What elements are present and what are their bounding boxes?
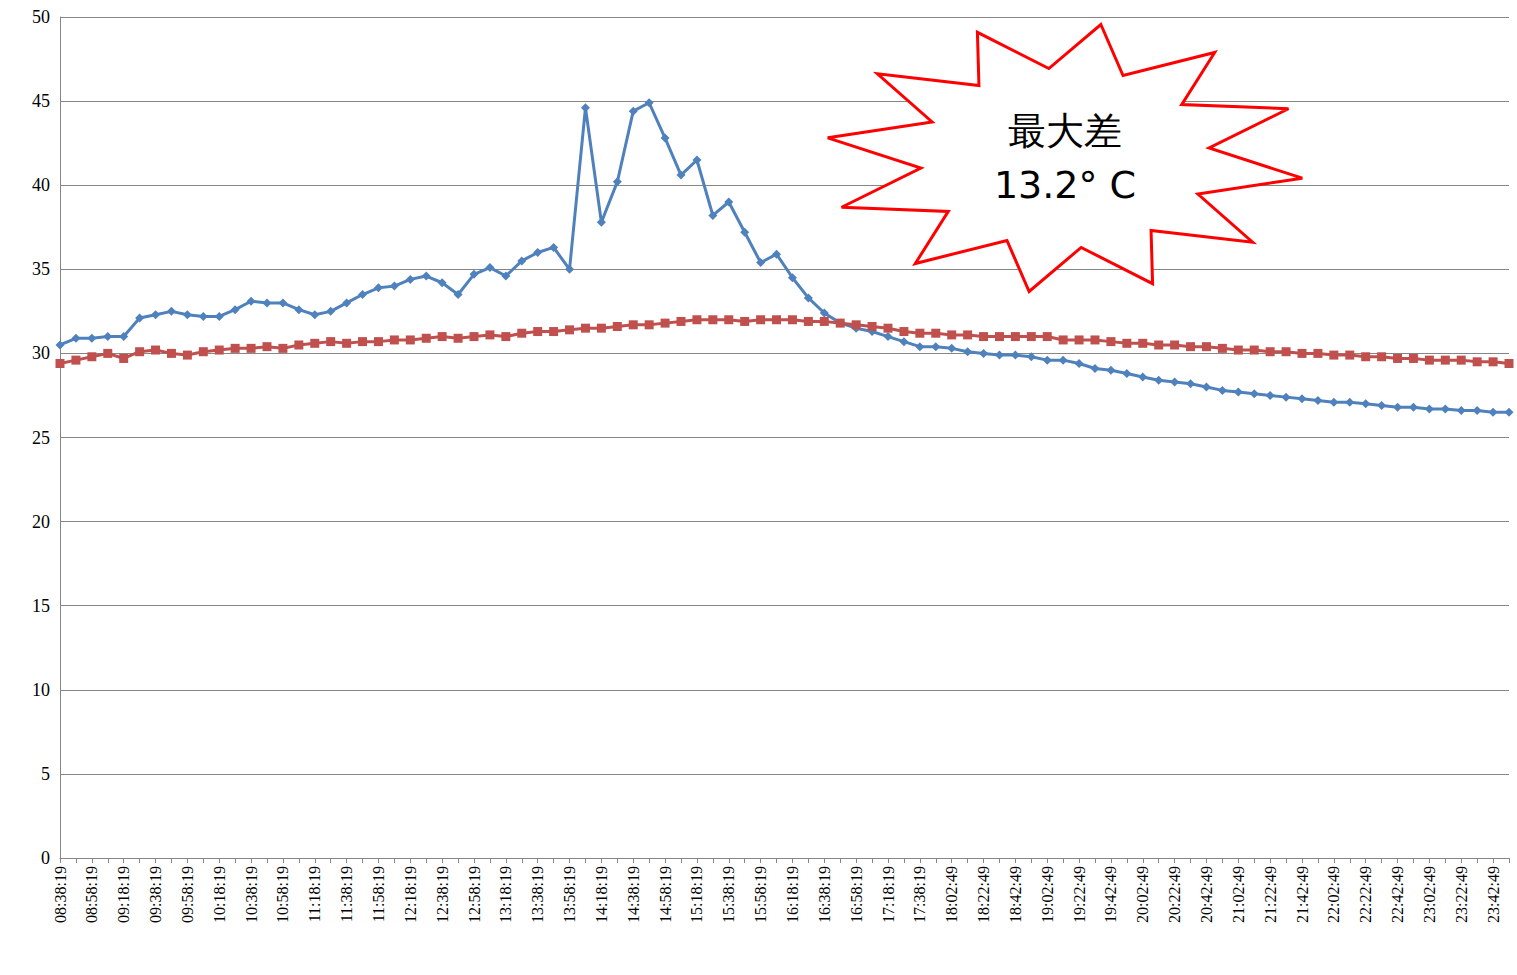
svg-text:23:02:49: 23:02:49 bbox=[1421, 866, 1438, 923]
svg-text:15:38:19: 15:38:19 bbox=[720, 866, 737, 923]
svg-text:5: 5 bbox=[41, 764, 50, 784]
svg-text:16:18:19: 16:18:19 bbox=[784, 866, 801, 923]
svg-text:13:58:19: 13:58:19 bbox=[561, 866, 578, 923]
svg-text:13.2° C: 13.2° C bbox=[994, 163, 1136, 207]
svg-text:23:42:49: 23:42:49 bbox=[1485, 866, 1502, 923]
svg-text:45: 45 bbox=[32, 91, 50, 111]
svg-text:14:58:19: 14:58:19 bbox=[657, 866, 674, 923]
svg-text:20:22:49: 20:22:49 bbox=[1166, 866, 1183, 923]
svg-text:10:58:19: 10:58:19 bbox=[274, 866, 291, 923]
svg-text:0: 0 bbox=[41, 848, 50, 868]
svg-text:10: 10 bbox=[32, 680, 50, 700]
svg-text:08:58:19: 08:58:19 bbox=[83, 866, 100, 923]
svg-text:16:58:19: 16:58:19 bbox=[848, 866, 865, 923]
svg-text:11:38:19: 11:38:19 bbox=[338, 866, 355, 922]
svg-text:22:02:49: 22:02:49 bbox=[1325, 866, 1342, 923]
svg-text:16:38:19: 16:38:19 bbox=[816, 866, 833, 923]
svg-text:20:02:49: 20:02:49 bbox=[1134, 866, 1151, 923]
svg-text:15:58:19: 15:58:19 bbox=[752, 866, 769, 923]
svg-text:35: 35 bbox=[32, 259, 50, 279]
svg-text:12:58:19: 12:58:19 bbox=[466, 866, 483, 923]
svg-text:23:22:49: 23:22:49 bbox=[1453, 866, 1470, 923]
svg-text:22:42:49: 22:42:49 bbox=[1389, 866, 1406, 923]
svg-text:最大差: 最大差 bbox=[1008, 109, 1122, 153]
svg-text:13:38:19: 13:38:19 bbox=[529, 866, 546, 923]
svg-text:18:42:49: 18:42:49 bbox=[1007, 866, 1024, 923]
svg-text:18:02:49: 18:02:49 bbox=[943, 866, 960, 923]
svg-text:11:18:19: 11:18:19 bbox=[306, 866, 323, 922]
svg-text:30: 30 bbox=[32, 343, 50, 363]
svg-text:08:38:19: 08:38:19 bbox=[52, 866, 69, 923]
svg-text:10:18:19: 10:18:19 bbox=[211, 866, 228, 923]
svg-text:40: 40 bbox=[32, 175, 50, 195]
svg-text:17:18:19: 17:18:19 bbox=[880, 866, 897, 923]
svg-text:11:58:19: 11:58:19 bbox=[370, 866, 387, 922]
svg-text:10:38:19: 10:38:19 bbox=[243, 866, 260, 923]
svg-text:17:38:19: 17:38:19 bbox=[911, 866, 928, 923]
svg-text:19:02:49: 19:02:49 bbox=[1039, 866, 1056, 923]
svg-text:19:22:49: 19:22:49 bbox=[1071, 866, 1088, 923]
svg-text:09:18:19: 09:18:19 bbox=[115, 866, 132, 923]
svg-text:12:18:19: 12:18:19 bbox=[402, 866, 419, 923]
svg-text:20:42:49: 20:42:49 bbox=[1198, 866, 1215, 923]
svg-text:21:02:49: 21:02:49 bbox=[1230, 866, 1247, 923]
svg-text:19:42:49: 19:42:49 bbox=[1102, 866, 1119, 923]
svg-text:50: 50 bbox=[32, 7, 50, 27]
svg-text:15:18:19: 15:18:19 bbox=[688, 866, 705, 923]
svg-text:15: 15 bbox=[32, 596, 50, 616]
svg-text:20: 20 bbox=[32, 512, 50, 532]
svg-text:13:18:19: 13:18:19 bbox=[497, 866, 514, 923]
svg-text:22:22:49: 22:22:49 bbox=[1357, 866, 1374, 923]
svg-text:21:22:49: 21:22:49 bbox=[1262, 866, 1279, 923]
svg-text:21:42:49: 21:42:49 bbox=[1294, 866, 1311, 923]
svg-text:09:58:19: 09:58:19 bbox=[179, 866, 196, 923]
svg-text:18:22:49: 18:22:49 bbox=[975, 866, 992, 923]
svg-text:14:18:19: 14:18:19 bbox=[593, 866, 610, 923]
svg-text:09:38:19: 09:38:19 bbox=[147, 866, 164, 923]
svg-text:25: 25 bbox=[32, 428, 50, 448]
svg-text:12:38:19: 12:38:19 bbox=[434, 866, 451, 923]
svg-text:14:38:19: 14:38:19 bbox=[625, 866, 642, 923]
